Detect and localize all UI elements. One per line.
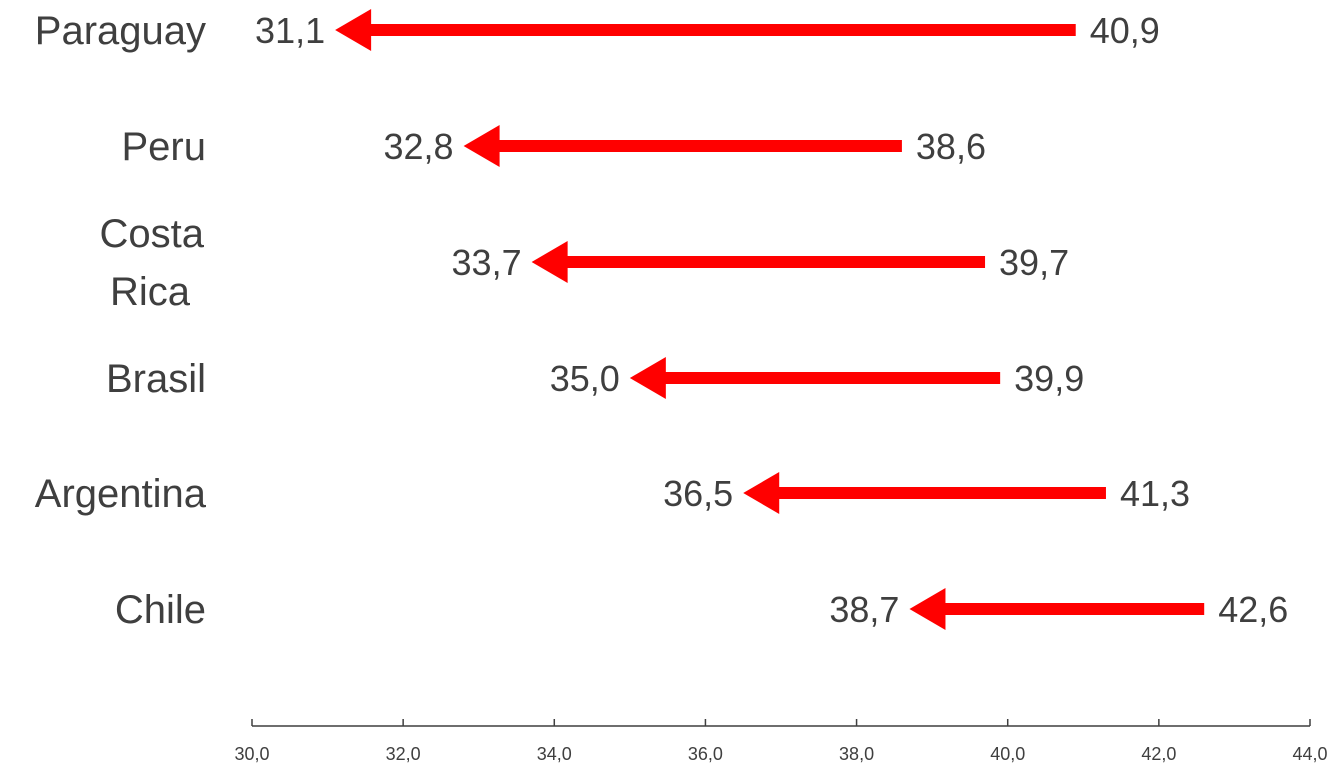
arrow-head [531,241,568,283]
category-label: Argentina [35,472,207,516]
x-tick-label: 34,0 [537,744,572,764]
arrow-head [463,125,500,167]
x-tick-label: 36,0 [688,744,723,764]
arrow-shaft [498,140,902,152]
start-value-label: 39,7 [999,242,1069,283]
category-label: Peru [122,125,207,169]
arrow-shaft [566,256,986,268]
x-tick-label: 30,0 [234,744,269,764]
category-label: Chile [115,588,206,632]
end-value-label: 32,8 [384,126,454,167]
x-tick-label: 32,0 [386,744,421,764]
x-tick-label: 40,0 [990,744,1025,764]
category-label: Paraguay [35,9,206,53]
start-value-label: 42,6 [1218,589,1288,630]
x-tick-label: 44,0 [1292,744,1327,764]
arrow-head [909,588,946,630]
category-label: Costa Rica [100,212,205,314]
start-value-label: 39,9 [1014,358,1084,399]
category-label-line: Costa [100,212,205,256]
start-value-label: 40,9 [1090,10,1160,51]
x-tick-label: 38,0 [839,744,874,764]
end-value-label: 38,7 [829,589,899,630]
arrow-head [743,472,780,514]
arrow-head [335,9,372,51]
arrow-shaft [944,603,1205,615]
end-value-label: 33,7 [452,242,522,283]
category-label: Brasil [106,357,206,401]
x-tick-label: 42,0 [1141,744,1176,764]
end-value-label: 31,1 [255,10,325,51]
arrow-shaft [778,487,1106,499]
end-value-label: 35,0 [550,358,620,399]
arrow-head [629,357,666,399]
category-label-line: Rica [110,270,191,314]
arrow-shaft [664,372,1001,384]
end-value-label: 36,5 [663,473,733,514]
start-value-label: 38,6 [916,126,986,167]
start-value-label: 41,3 [1120,473,1190,514]
arrow-shaft [370,24,1076,36]
